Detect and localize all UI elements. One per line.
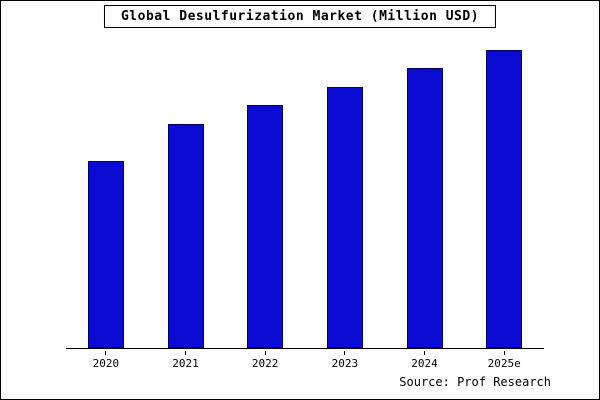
x-label-text: 2025e <box>487 357 521 370</box>
bar-slot <box>464 41 544 348</box>
bars <box>66 41 544 349</box>
x-label-text: 2024 <box>411 357 438 370</box>
bar-slot <box>305 41 385 348</box>
bar-2022 <box>247 104 284 348</box>
chart-title: Global Desulfurization Market (Million U… <box>103 5 497 28</box>
x-label-text: 2023 <box>331 357 359 370</box>
bar-2021 <box>167 124 204 348</box>
bar-2024 <box>406 67 443 348</box>
x-label-text: 2021 <box>172 357 199 370</box>
plot-area <box>66 41 544 349</box>
bar-slot <box>146 41 226 348</box>
axis-tick <box>503 351 505 355</box>
bar-slot <box>385 41 465 348</box>
source-credit: Source: Prof Research <box>399 375 551 389</box>
axis-tick <box>264 351 266 355</box>
bar-slot <box>225 41 305 348</box>
x-label-text: 2020 <box>92 357 120 370</box>
x-label-2022: 2022 <box>225 351 305 370</box>
x-label-2021: 2021 <box>146 351 226 370</box>
bar-2020 <box>87 161 124 348</box>
x-axis-labels: 2020 2021 2022 2023 2024 2025e <box>66 351 544 370</box>
x-label-2024: 2024 <box>385 351 465 370</box>
x-label-text: 2022 <box>251 357 279 370</box>
axis-tick <box>185 351 186 355</box>
bar-2023 <box>326 86 363 348</box>
bar-slot <box>66 41 146 348</box>
axis-tick <box>344 351 346 355</box>
axis-tick <box>424 351 426 355</box>
x-label-2023: 2023 <box>305 351 385 370</box>
x-label-2020: 2020 <box>66 351 146 370</box>
axis-tick <box>105 351 107 355</box>
bar-2025e <box>486 49 523 348</box>
x-label-2025e: 2025e <box>464 351 544 370</box>
